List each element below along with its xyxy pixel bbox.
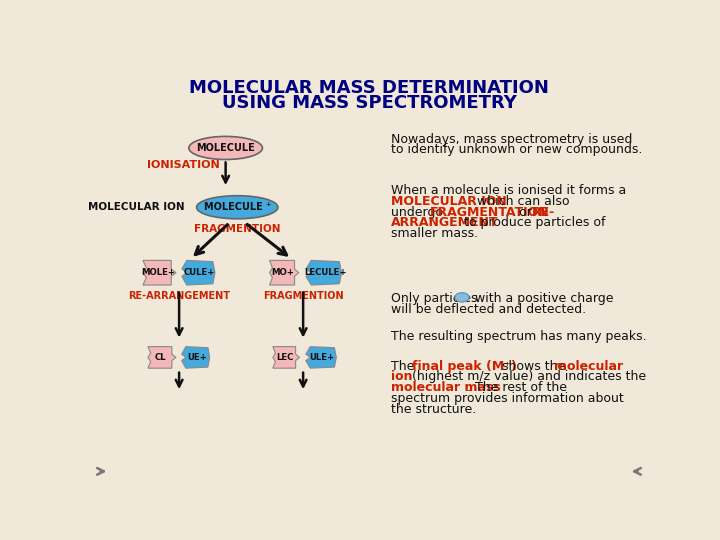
Ellipse shape: [455, 293, 469, 302]
Text: MOLECULAR MASS DETERMINATION: MOLECULAR MASS DETERMINATION: [189, 79, 549, 97]
Text: Only particles: Only particles: [391, 292, 481, 305]
Text: . The rest of the: . The rest of the: [467, 381, 567, 394]
Ellipse shape: [189, 137, 262, 159]
Text: ion: ion: [391, 370, 412, 383]
Text: FRAGMENTATION: FRAGMENTATION: [429, 206, 549, 219]
Text: The resulting spectrum has many peaks.: The resulting spectrum has many peaks.: [391, 330, 647, 343]
Text: Nowadays, mass spectrometry is used: Nowadays, mass spectrometry is used: [391, 132, 632, 146]
Text: ULE+: ULE+: [310, 353, 335, 362]
Text: UE+: UE+: [186, 353, 207, 362]
Text: MOLECULAR ION: MOLECULAR ION: [88, 202, 184, 212]
Text: LEC: LEC: [276, 353, 294, 362]
Text: CL: CL: [155, 353, 166, 362]
Text: (highest m/z value) and indicates the: (highest m/z value) and indicates the: [408, 370, 646, 383]
Text: FRAGMENTION: FRAGMENTION: [194, 224, 281, 234]
Text: FRAGMENTION: FRAGMENTION: [263, 291, 343, 301]
Ellipse shape: [197, 195, 278, 219]
Text: RE-: RE-: [532, 206, 555, 219]
Text: ARRANGEMENT: ARRANGEMENT: [391, 217, 498, 230]
Text: IONISATION: IONISATION: [147, 160, 220, 170]
Text: or: or: [515, 206, 536, 219]
Text: MOLECULAR ION: MOLECULAR ION: [391, 195, 506, 208]
PathPatch shape: [306, 347, 336, 368]
Text: USING MASS SPECTROMETRY: USING MASS SPECTROMETRY: [222, 94, 516, 112]
Text: which can also: which can also: [473, 195, 570, 208]
PathPatch shape: [269, 260, 299, 285]
Text: spectrum provides information about: spectrum provides information about: [391, 392, 624, 405]
Text: MOLECULE ⁺: MOLECULE ⁺: [204, 202, 271, 212]
PathPatch shape: [306, 260, 341, 285]
Text: undergo: undergo: [391, 206, 446, 219]
Text: molecular mass: molecular mass: [391, 381, 500, 394]
Text: with a positive charge: with a positive charge: [472, 292, 613, 305]
Text: The: The: [391, 360, 418, 373]
Text: to produce particles of: to produce particles of: [461, 217, 606, 230]
Text: molecular: molecular: [554, 360, 624, 373]
Text: MOLE+: MOLE+: [141, 268, 175, 277]
Text: When a molecule is ionised it forms a: When a molecule is ionised it forms a: [391, 184, 626, 197]
Text: smaller mass.: smaller mass.: [391, 227, 478, 240]
PathPatch shape: [148, 347, 176, 368]
PathPatch shape: [273, 347, 300, 368]
Text: RE-ARRANGEMENT: RE-ARRANGEMENT: [128, 291, 230, 301]
PathPatch shape: [143, 260, 176, 285]
Text: shows the: shows the: [498, 360, 569, 373]
Text: will be deflected and detected.: will be deflected and detected.: [391, 303, 586, 316]
PathPatch shape: [181, 347, 210, 368]
Text: LECULE+: LECULE+: [304, 268, 346, 277]
Text: MO+: MO+: [271, 268, 294, 277]
Text: MOLECULE: MOLECULE: [197, 143, 255, 153]
Text: final peak (M⁺): final peak (M⁺): [412, 360, 516, 373]
PathPatch shape: [182, 260, 215, 285]
Text: the structure.: the structure.: [391, 403, 476, 416]
Text: CULE+: CULE+: [184, 268, 215, 277]
Text: to identify unknown or new compounds.: to identify unknown or new compounds.: [391, 143, 642, 157]
